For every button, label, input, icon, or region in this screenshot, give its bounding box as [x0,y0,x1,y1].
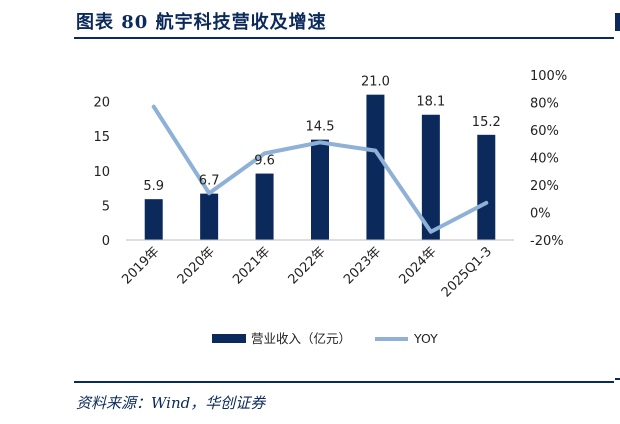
left-axis-tick: 0 [102,234,110,249]
side-mark-bottom [615,378,620,380]
revenue-bar [311,139,329,240]
figure-title-wrap: 图表 80 航宇科技营收及增速 [76,8,327,34]
x-axis-tick: 2022年 [286,244,329,287]
revenue-bar [144,199,163,240]
right-axis-tick: 100% [530,69,567,84]
left-axis-tick: 10 [93,165,110,180]
source-rule [74,381,614,383]
x-axis-tick: 2021年 [230,244,273,287]
revenue-bar [255,173,274,240]
x-axis-tick: 2019年 [119,244,162,287]
x-axis-tick: 2024年 [396,244,439,287]
x-axis-tick: 2020年 [175,244,218,287]
x-axis-tick: 2023年 [341,244,384,287]
right-axis-tick: 80% [530,97,559,112]
right-axis-tick: 0% [530,207,551,222]
legend-swatch-revenue [212,334,246,343]
bar-data-label: 9.6 [254,154,275,169]
bar-data-label: 14.5 [306,120,335,135]
right-axis-tick: 60% [530,124,559,139]
source-note: 资料来源：Wind，华创证券 [76,394,266,412]
revenue-bar [200,193,219,240]
left-axis-tick: 20 [93,96,110,111]
revenue-bar [477,134,496,240]
bar-data-label: 18.1 [416,95,445,110]
bar-data-label: 15.2 [472,115,501,130]
bar-data-label: 6.7 [199,174,220,189]
x-axis-tick: 2025Q1-3 [439,244,495,300]
legend-label-revenue: 营业收入（亿元） [251,331,351,346]
revenue-bar [421,114,440,240]
left-axis-tick: 5 [102,199,110,214]
left-axis-tick: 15 [93,130,110,145]
bar-data-label: 21.0 [361,75,390,90]
side-mark-top [615,13,620,31]
title-rule [74,37,614,39]
right-axis-tick: 40% [530,152,559,167]
bar-data-label: 5.9 [143,179,164,194]
revenue-bar [366,94,385,241]
right-axis-tick: 20% [530,179,559,194]
figure-title: 图表 80 航宇科技营收及增速 [76,12,327,33]
right-axis-tick: -20% [530,234,564,249]
legend-label-yoy: YOY [413,331,438,346]
